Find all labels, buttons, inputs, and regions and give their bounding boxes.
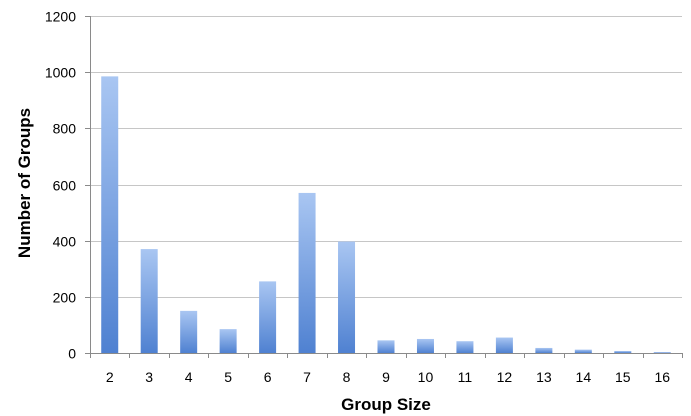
bar-11	[456, 341, 473, 353]
y-tick-label: 600	[53, 178, 77, 194]
x-tick-label: 10	[418, 369, 434, 385]
x-tick-label: 16	[654, 369, 670, 385]
bars	[101, 76, 671, 353]
x-tick-label: 15	[615, 369, 631, 385]
x-tick-label: 11	[458, 369, 473, 385]
y-tick-label: 800	[53, 121, 77, 137]
bar-13	[535, 348, 552, 353]
y-tick-label: 200	[53, 290, 77, 306]
bar-2	[101, 76, 118, 353]
x-tick-label: 6	[264, 369, 272, 385]
x-tick-labels: 2 3 4 5 6 7 8 9 10 11 12 13 14 15 16	[106, 369, 670, 385]
y-tick-label: 1000	[45, 65, 76, 81]
bar-10	[417, 339, 434, 353]
bar-6	[259, 281, 276, 353]
x-tick-label: 8	[343, 369, 351, 385]
bar-14	[575, 350, 592, 353]
bar-4	[180, 311, 197, 353]
bar-15	[614, 351, 631, 353]
axes	[85, 16, 683, 358]
bar-8	[338, 242, 355, 353]
y-tick-label: 1200	[45, 9, 76, 25]
y-tick-label: 400	[53, 234, 77, 250]
bar-5	[220, 329, 237, 353]
bar-16	[654, 352, 671, 353]
bar-3	[141, 249, 158, 353]
x-tick-label: 9	[382, 369, 390, 385]
x-tick-label: 12	[497, 369, 513, 385]
bar-12	[496, 338, 513, 353]
x-tick-label: 3	[145, 369, 153, 385]
x-tick-label: 2	[106, 369, 114, 385]
x-tick-label: 4	[185, 369, 193, 385]
x-tick-label: 5	[224, 369, 232, 385]
gridlines	[90, 17, 682, 298]
x-tick-label: 13	[536, 369, 552, 385]
y-tick-labels: 0 200 400 600 800 1000 1200	[45, 9, 76, 362]
x-tick-label: 14	[576, 369, 592, 385]
x-tick-label: 7	[303, 369, 311, 385]
x-axis-title: Group Size	[341, 395, 431, 414]
bar-9	[378, 340, 395, 353]
y-tick-label: 0	[68, 346, 76, 362]
y-axis-title: Number of Groups	[15, 108, 34, 258]
bar-7	[299, 193, 316, 353]
